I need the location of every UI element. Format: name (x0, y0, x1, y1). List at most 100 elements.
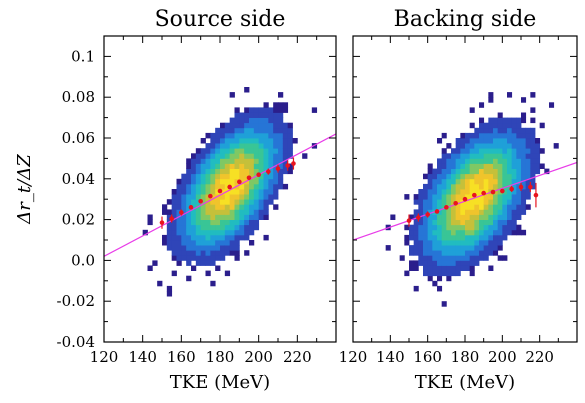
heatmap-cell (455, 219, 461, 226)
heatmap-cell (479, 209, 485, 215)
y-tick-label: -0.02 (57, 292, 95, 310)
heatmap-cell (535, 143, 541, 149)
heatmap-cell (455, 183, 461, 190)
heatmap-cell (287, 168, 293, 175)
heatmap-cell (446, 245, 452, 251)
heatmap-cell (511, 204, 517, 210)
heatmap-cell (244, 158, 250, 164)
heatmap-cell (474, 148, 480, 154)
profile-point (256, 172, 261, 178)
heatmap-cell (273, 153, 279, 159)
heatmap-cell (229, 168, 235, 175)
heatmap-cell (437, 285, 443, 292)
heatmap-cell (224, 122, 231, 129)
heatmap-cell (521, 204, 527, 210)
heatmap-cell (229, 204, 235, 210)
heatmap-cell (516, 189, 522, 195)
heatmap-cell (493, 178, 499, 185)
heatmap-cell (502, 138, 508, 144)
heatmap-cell (553, 143, 559, 149)
heatmap-cell (521, 183, 527, 190)
heatmap-cell (437, 240, 443, 246)
heatmap-cell (205, 143, 211, 149)
heatmap-cell (210, 178, 216, 185)
heatmap-cell (511, 148, 517, 154)
heatmap-cell (287, 122, 293, 129)
heatmap-cell (493, 158, 499, 164)
heatmap-cell (502, 117, 508, 124)
heatmap-cell (451, 245, 457, 251)
heatmap-cell (535, 148, 541, 154)
heatmap-cell (234, 132, 240, 139)
heatmap-cell (455, 214, 461, 220)
profile-point (416, 215, 421, 220)
heatmap-cell (441, 219, 447, 226)
heatmap-cell (191, 234, 197, 241)
heatmap-cell (446, 173, 452, 180)
heatmap-cell (234, 209, 240, 215)
heatmap-cell (253, 153, 260, 159)
heatmap-cell (278, 127, 284, 134)
heatmap-cell (176, 240, 182, 246)
heatmap-cell (502, 122, 508, 129)
heatmap-cell (427, 214, 433, 220)
heatmap-cell (483, 173, 489, 180)
heatmap-cell (493, 194, 499, 200)
heatmap-cell (516, 229, 522, 236)
heatmap-cell (244, 234, 250, 241)
heatmap-cell (483, 138, 489, 144)
heatmap-cell (479, 122, 485, 129)
heatmap-cell (166, 224, 173, 231)
heatmap-cell (278, 153, 284, 159)
heatmap-cell (521, 117, 527, 124)
heatmap-cell (263, 122, 269, 129)
heatmap-cell (432, 260, 438, 266)
heatmap-cell (220, 255, 226, 261)
heatmap-cell (479, 127, 485, 134)
heatmap-cell (474, 138, 480, 144)
heatmap-cell (195, 153, 202, 159)
heatmap-cell (493, 250, 499, 256)
heatmap-cell (210, 219, 216, 226)
y-tick-labels: -0.04 -0.02 0.0 0.02 0.04 0.06 0.08 0.1 (57, 47, 95, 351)
heatmap-cell (423, 199, 429, 205)
x-tick-label: 200 (488, 348, 517, 366)
heatmap-cell (253, 117, 260, 124)
heatmap-cell (451, 255, 457, 261)
x-tick-label: 180 (451, 348, 480, 366)
heatmap-cell (441, 301, 447, 307)
heatmap-cell (210, 234, 216, 241)
heatmap-cell (191, 224, 197, 231)
heatmap-cell (516, 199, 522, 205)
heatmap-cell (437, 234, 443, 241)
heatmap-cell (200, 148, 206, 154)
heatmap-cell (474, 245, 480, 251)
heatmap-cell (195, 199, 202, 205)
heatmap-cell (427, 229, 433, 236)
heatmap-cell (441, 229, 447, 236)
heatmap-cell (516, 178, 522, 185)
heatmap-cell (469, 240, 475, 246)
heatmap-cell (239, 209, 245, 215)
heatmap-cell (215, 178, 221, 185)
heatmap-cell (195, 229, 202, 236)
heatmap-cell (539, 163, 545, 169)
y-axis-label: Δr_t/ΔZ (14, 154, 35, 225)
heatmap-cell (507, 122, 513, 129)
heatmap-cell (224, 245, 231, 251)
heatmap-cell (195, 245, 202, 251)
heatmap-cell (474, 178, 480, 185)
heatmap-cell (224, 138, 231, 144)
heatmap-cell (210, 209, 216, 215)
heatmap-cell (234, 204, 240, 210)
heatmap-cell (181, 194, 187, 200)
heatmap-cell (263, 209, 269, 215)
heatmap-cell (176, 194, 182, 200)
heatmap-cell (479, 245, 485, 251)
heatmap-cell (302, 153, 308, 159)
tick-marks (352, 35, 578, 343)
heatmap-cell (249, 204, 255, 210)
heatmap-cell (521, 153, 527, 159)
heatmap-cell (474, 255, 480, 261)
